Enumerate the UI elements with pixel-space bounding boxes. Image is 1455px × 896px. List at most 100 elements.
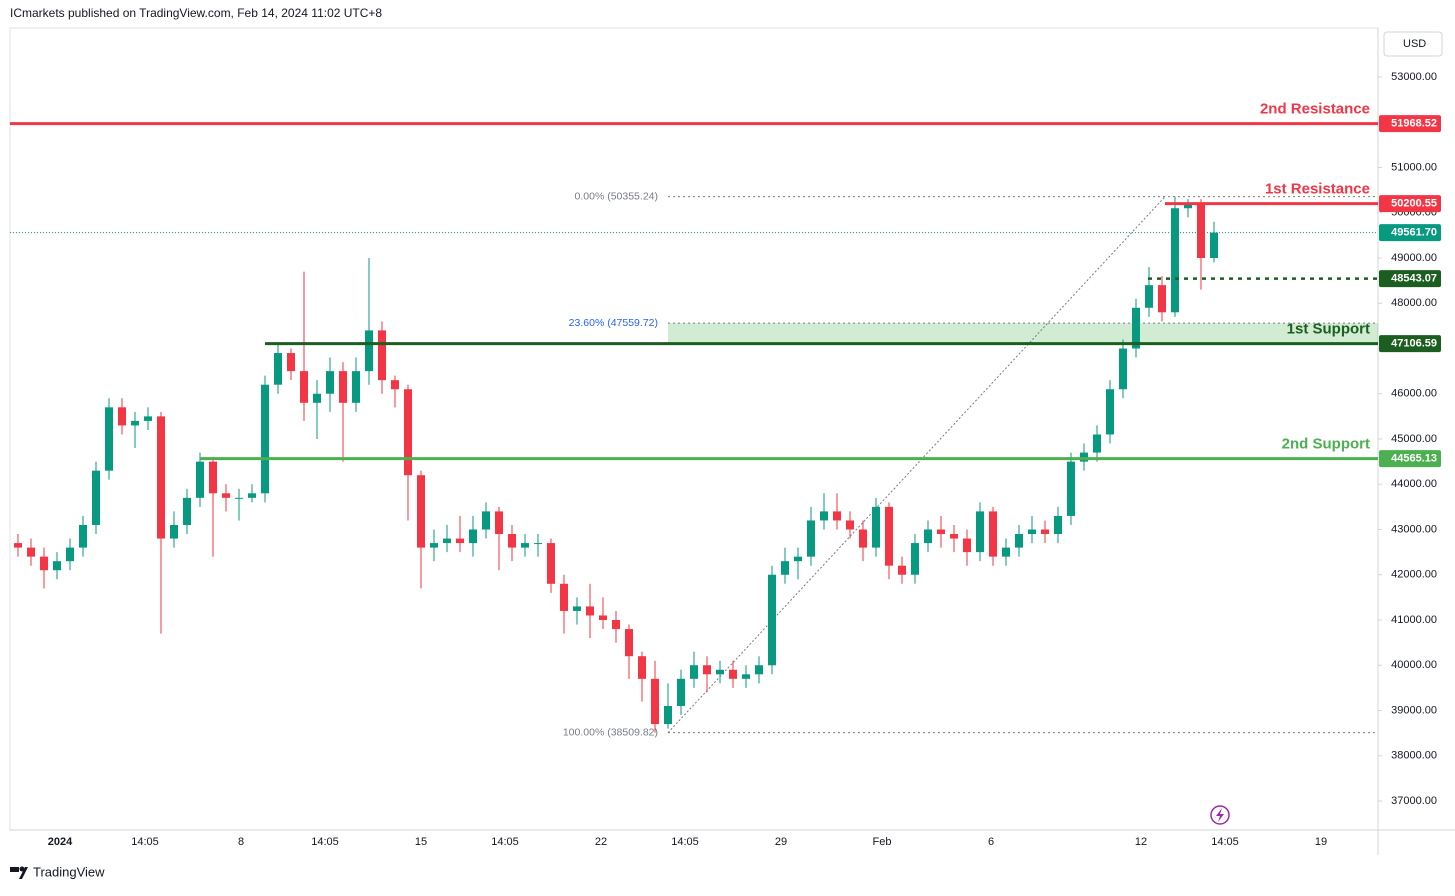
currency-button[interactable] <box>1383 31 1443 57</box>
y-tick-label: 39000.00 <box>1391 704 1437 716</box>
candle-body <box>170 524 178 539</box>
candle-body <box>1119 348 1127 390</box>
level-value: 51968.52 <box>1391 118 1437 130</box>
candle-body <box>326 371 334 394</box>
currency[interactable]: USD <box>1403 38 1426 50</box>
candle-body <box>144 416 152 421</box>
candle-body <box>651 678 659 725</box>
candle-body <box>222 493 230 498</box>
candle-body <box>1158 285 1166 313</box>
level-name: 1st Support <box>1287 321 1370 338</box>
level-name: 2nd Support <box>1282 436 1370 453</box>
level-badge <box>1379 335 1441 353</box>
candle-body <box>287 353 295 372</box>
candle-body <box>14 543 22 548</box>
candle-body <box>300 371 308 403</box>
level-value: 48543.07 <box>1391 273 1437 285</box>
x-tick-label: 22 <box>595 836 607 848</box>
level-badge <box>1379 270 1441 288</box>
candle-body <box>157 416 165 539</box>
x-tick-label: 14:05 <box>131 836 159 848</box>
candle-body <box>612 619 620 630</box>
last-price-badge <box>1379 224 1441 242</box>
level-value: 44565.13 <box>1391 453 1437 465</box>
candle-body <box>404 389 412 476</box>
candle-body <box>456 538 464 544</box>
candle-body <box>378 330 386 381</box>
alert-icon[interactable] <box>1210 805 1230 825</box>
level-badge <box>1379 195 1441 213</box>
candle-body <box>131 420 139 426</box>
fib-trend <box>667 196 1166 734</box>
candle-body <box>53 561 61 571</box>
candle-body <box>690 665 698 679</box>
header: ICmarkets published on TradingView.com, … <box>10 6 382 20</box>
x-tick-label: 19 <box>1315 836 1327 848</box>
x-tick-label: 12 <box>1135 836 1147 848</box>
candle-body <box>1015 534 1023 548</box>
candle-body <box>430 543 438 548</box>
y-tick-label: 49000.00 <box>1391 252 1437 264</box>
candle-body <box>1197 203 1205 259</box>
x-tick-label: 2024 <box>48 836 73 848</box>
candle-body <box>1041 529 1049 535</box>
candle-body <box>638 656 646 679</box>
brand-logo <box>10 866 28 879</box>
candle-body <box>235 497 243 499</box>
candle-body <box>664 705 672 725</box>
candle-body <box>66 547 74 562</box>
level-name: 1st Resistance <box>1265 181 1370 198</box>
candle-body <box>183 497 191 525</box>
level-badge <box>1379 450 1441 468</box>
candle-body <box>105 407 113 471</box>
level-value: 47106.59 <box>1391 338 1437 350</box>
candle-body <box>729 669 737 679</box>
alert-bolt <box>1216 808 1224 822</box>
candle-body <box>1171 208 1179 313</box>
candle-body <box>846 520 854 530</box>
candle-body <box>248 493 256 498</box>
candle-body <box>898 565 906 575</box>
candle-body <box>625 629 633 657</box>
y-tick-label: 44000.00 <box>1391 478 1437 490</box>
y-tick-label: 51000.00 <box>1391 161 1437 173</box>
y-tick-label: 42000.00 <box>1391 569 1437 581</box>
candle-body <box>534 543 542 545</box>
candle-body <box>885 506 893 566</box>
candle-body <box>560 583 568 611</box>
candle-body <box>989 511 997 557</box>
candle-body <box>677 678 685 706</box>
candle-body <box>768 574 776 666</box>
candle-body <box>586 606 594 616</box>
candle-body <box>781 561 789 575</box>
candle-body <box>118 407 126 426</box>
candle-body <box>1184 203 1192 209</box>
level-badge <box>1379 115 1441 133</box>
candle-body <box>963 538 971 553</box>
candle-body <box>27 547 35 557</box>
candle-body <box>911 543 919 575</box>
fib-label: 0.00% (50355.24) <box>575 190 658 202</box>
x-tick-label: 8 <box>238 836 244 848</box>
candle-body <box>1054 515 1062 535</box>
candle-body <box>924 529 932 544</box>
x-tick-label: 15 <box>415 836 427 848</box>
y-tick-label: 45000.00 <box>1391 433 1437 445</box>
level-value: 50200.55 <box>1391 198 1437 210</box>
candle-body <box>443 538 451 544</box>
candle-body <box>1132 307 1140 349</box>
candle-body <box>703 665 711 675</box>
candle-body <box>1028 529 1036 535</box>
candle-body <box>1145 285 1153 308</box>
candle-body <box>755 665 763 675</box>
candle-body <box>716 669 724 675</box>
candle-body <box>261 384 269 494</box>
candle-body <box>209 461 217 494</box>
x-tick-label: 14:05 <box>671 836 699 848</box>
y-tick-label: 53000.00 <box>1391 71 1437 83</box>
candle-body <box>1080 452 1088 462</box>
candle-body <box>1067 461 1075 516</box>
candle-body <box>508 534 516 548</box>
candle-body <box>365 330 373 372</box>
